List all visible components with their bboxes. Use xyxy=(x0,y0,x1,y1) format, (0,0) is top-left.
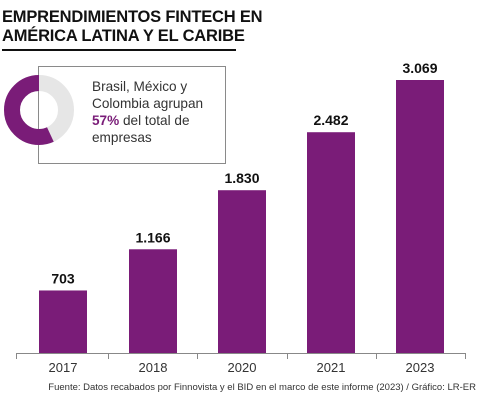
callout-line-2: Colombia agrupan xyxy=(92,96,204,111)
callout-line-3-rest: del total de xyxy=(119,113,190,128)
source-note: Fuente: Datos recabados por Finnovista y… xyxy=(48,382,476,393)
data-label-2020: 1.830 xyxy=(224,170,259,186)
bar-2021 xyxy=(307,132,355,353)
chart-title: EMPRENDIMIENTOS FINTECH EN AMÉRICA LATIN… xyxy=(2,8,263,46)
data-label-2018: 1.166 xyxy=(135,229,170,245)
x-tick-label-2018: 2018 xyxy=(139,360,168,375)
bar-2017 xyxy=(39,290,87,353)
donut-chart xyxy=(4,75,74,145)
x-tick-label-2017: 2017 xyxy=(49,360,78,375)
bar-2023 xyxy=(396,80,444,353)
bar-2018 xyxy=(129,249,177,353)
donut-share-slice xyxy=(4,75,74,145)
data-label-2017: 703 xyxy=(51,270,75,286)
data-label-2023: 3.069 xyxy=(402,60,437,76)
x-tick-label-2023: 2023 xyxy=(406,360,435,375)
title-underline xyxy=(2,49,236,51)
data-label-2021: 2.482 xyxy=(313,112,348,128)
title-line-1: EMPRENDIMIENTOS FINTECH EN xyxy=(2,8,263,26)
callout-line-1: Brasil, México y xyxy=(92,79,188,94)
title-line-2: AMÉRICA LATINA Y EL CARIBE xyxy=(2,27,245,45)
callout-text: Brasil, México y Colombia agrupan 57% de… xyxy=(92,78,222,146)
bar-2020 xyxy=(218,190,266,353)
callout-highlight: 57% xyxy=(92,113,120,128)
callout-line-4: empresas xyxy=(92,130,152,145)
x-tick-label-2021: 2021 xyxy=(317,360,346,375)
callout-line-3: 57% del total de xyxy=(92,112,222,129)
x-tick-label-2020: 2020 xyxy=(228,360,257,375)
